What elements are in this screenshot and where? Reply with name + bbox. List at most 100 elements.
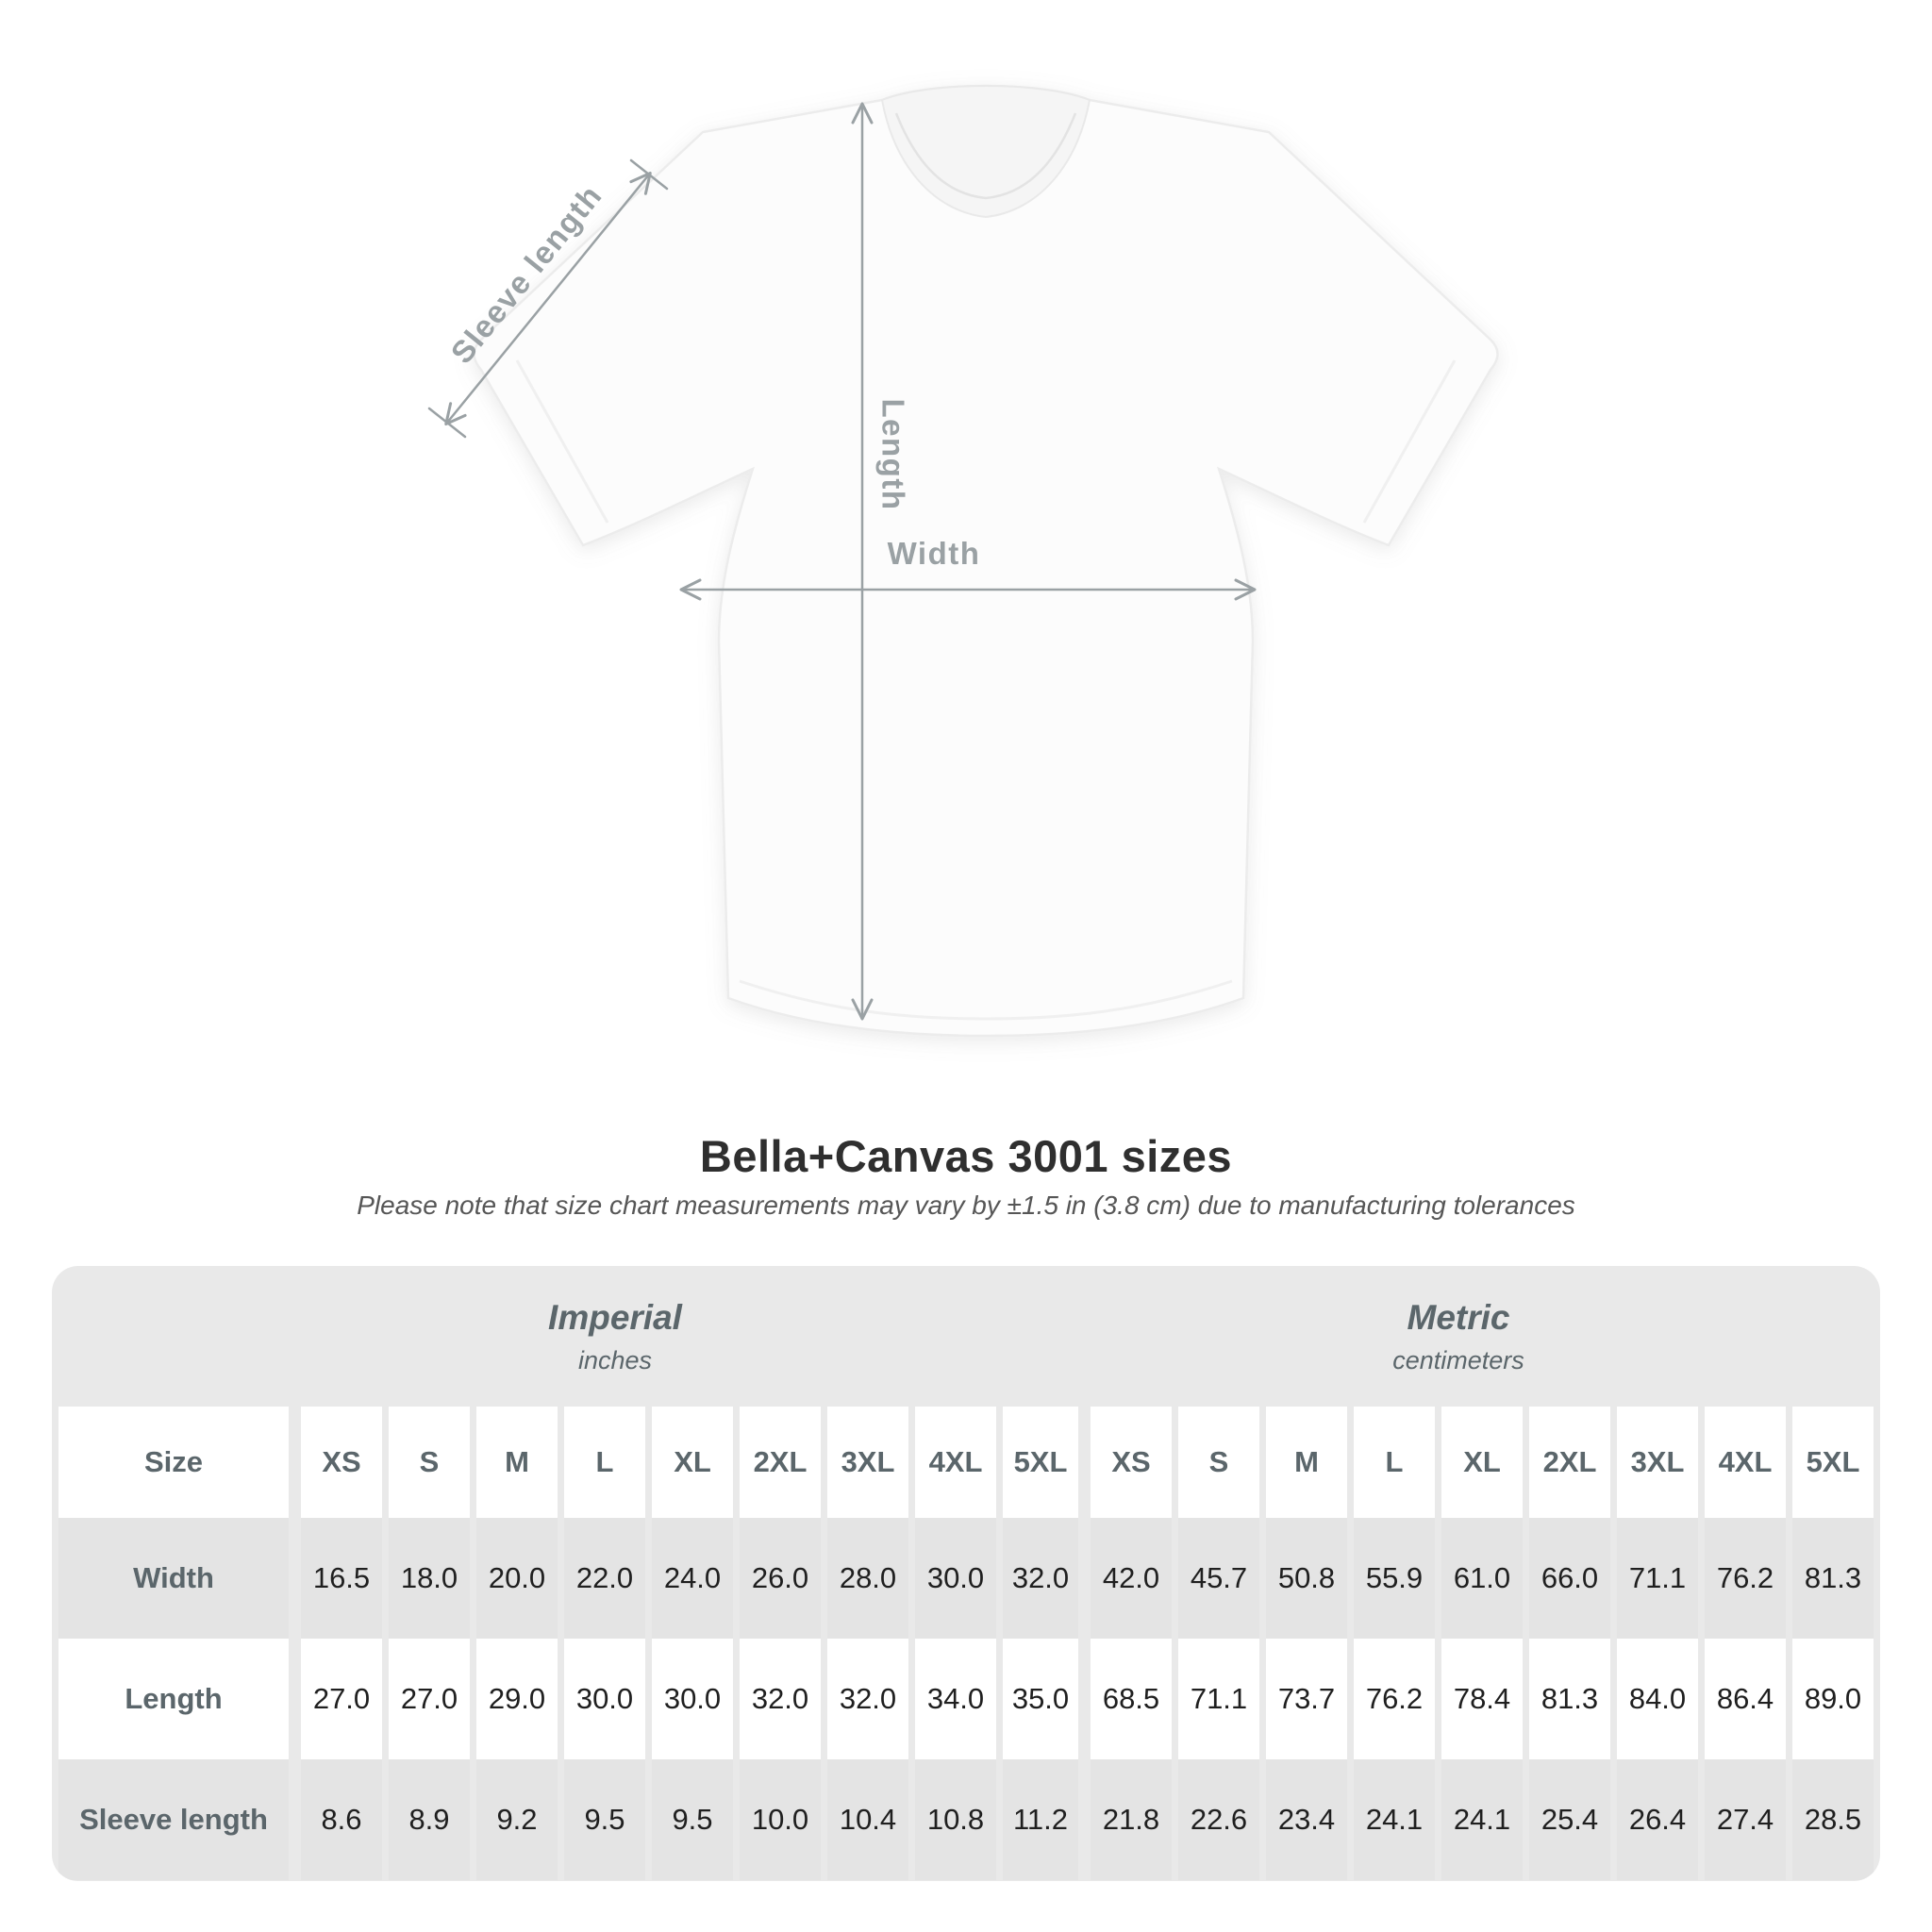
value-metric: 71.1 xyxy=(1617,1518,1698,1639)
tshirt-measurement-diagram: Sleeve length Length Width xyxy=(427,84,1499,1038)
value-imperial: 22.0 xyxy=(564,1518,645,1639)
sleeve-length-arrow xyxy=(444,171,652,426)
value-imperial: 16.5 xyxy=(301,1518,382,1639)
measurement-label: Length xyxy=(58,1639,294,1759)
tolerance-note: Please note that size chart measurements… xyxy=(357,1191,1575,1220)
unit-header-row: Imperial inches Metric centimeters xyxy=(52,1266,1880,1407)
imperial-unit: inches xyxy=(577,1345,653,1374)
value-imperial: 32.0 xyxy=(827,1639,908,1759)
value-imperial: 18.0 xyxy=(389,1518,470,1639)
value-imperial: 26.0 xyxy=(740,1518,821,1639)
value-metric: 21.8 xyxy=(1091,1759,1172,1880)
value-metric: 24.1 xyxy=(1354,1759,1435,1880)
collar-band-seam xyxy=(894,112,1077,200)
value-imperial: 27.0 xyxy=(389,1639,470,1759)
table-body: Size XS S M L XL 2XL 3XL 4XL 5XL XS S M L XL 2XL 3XL 4XL 5… xyxy=(58,1407,1874,1880)
value-imperial: 9.5 xyxy=(564,1759,645,1880)
value-imperial: 24.0 xyxy=(652,1518,733,1639)
unit-header-spacer xyxy=(52,1266,193,1407)
value-metric: 50.8 xyxy=(1266,1518,1347,1639)
size-column-label: Size xyxy=(58,1407,294,1518)
bottom-hem-seam xyxy=(739,979,1233,1021)
right-sleeve-hem-seam xyxy=(1362,359,1457,524)
value-imperial: 20.0 xyxy=(476,1518,558,1639)
tshirt-collar xyxy=(880,85,1091,219)
measurement-row-length: Length 27.0 27.0 29.0 30.0 30.0 32.0 32.0 34.0 35… xyxy=(58,1639,1874,1759)
size-header-imperial-xs: XS xyxy=(301,1407,382,1518)
value-metric: 68.5 xyxy=(1091,1639,1172,1759)
size-table: Size XS S M L XL 2XL 3XL 4XL 5XL XS S M L XL 2XL 3XL 4XL 5… xyxy=(52,1407,1880,1880)
value-metric: 76.2 xyxy=(1354,1639,1435,1759)
value-imperial: 8.6 xyxy=(301,1759,382,1880)
size-header-metric-l: L xyxy=(1354,1407,1435,1518)
value-metric: 73.7 xyxy=(1266,1639,1347,1759)
measurement-row-width: Width 16.5 18.0 20.0 22.0 24.0 26.0 28.0 30.0 32.… xyxy=(58,1518,1874,1639)
size-header-imperial-2xl: 2XL xyxy=(740,1407,821,1518)
value-imperial: 10.0 xyxy=(740,1759,821,1880)
value-imperial: 11.2 xyxy=(1003,1759,1084,1880)
value-metric: 42.0 xyxy=(1091,1518,1172,1639)
size-header-metric-xs: XS xyxy=(1091,1407,1172,1518)
size-header-metric-m: M xyxy=(1266,1407,1347,1518)
size-header-metric-s: S xyxy=(1178,1407,1259,1518)
value-metric: 81.3 xyxy=(1529,1639,1610,1759)
imperial-title: Imperial xyxy=(548,1297,682,1337)
value-metric: 89.0 xyxy=(1792,1639,1874,1759)
length-label: Length xyxy=(875,399,910,511)
value-metric: 22.6 xyxy=(1178,1759,1259,1880)
value-metric: 71.1 xyxy=(1178,1639,1259,1759)
tshirt-body xyxy=(473,84,1499,1038)
value-metric: 81.3 xyxy=(1792,1518,1874,1639)
size-header-metric-xl: XL xyxy=(1441,1407,1523,1518)
value-imperial: 10.8 xyxy=(915,1759,996,1880)
metric-unit: centimeters xyxy=(1392,1345,1524,1374)
value-imperial: 30.0 xyxy=(915,1518,996,1639)
tshirt-diagram-svg: Sleeve length Length Width xyxy=(427,84,1499,1038)
value-metric: 84.0 xyxy=(1617,1639,1698,1759)
value-metric: 28.5 xyxy=(1792,1759,1874,1880)
size-header-imperial-l: L xyxy=(564,1407,645,1518)
value-imperial: 30.0 xyxy=(652,1639,733,1759)
size-header-imperial-3xl: 3XL xyxy=(827,1407,908,1518)
size-header-imperial-4xl: 4XL xyxy=(915,1407,996,1518)
value-imperial: 27.0 xyxy=(301,1639,382,1759)
value-imperial: 9.5 xyxy=(652,1759,733,1880)
value-metric: 45.7 xyxy=(1178,1518,1259,1639)
size-header-metric-4xl: 4XL xyxy=(1705,1407,1786,1518)
value-imperial: 9.2 xyxy=(476,1759,558,1880)
value-metric: 27.4 xyxy=(1705,1759,1786,1880)
value-metric: 61.0 xyxy=(1441,1518,1523,1639)
value-metric: 76.2 xyxy=(1705,1518,1786,1639)
measurement-row-sleeve-length: Sleeve length 8.6 8.9 9.2 9.5 9.5 10.0 10.4 10.8… xyxy=(58,1759,1874,1880)
size-chart-card: Imperial inches Metric centimeters Size X… xyxy=(52,1266,1880,1881)
value-metric: 24.1 xyxy=(1441,1759,1523,1880)
value-imperial: 8.9 xyxy=(389,1759,470,1880)
size-header-imperial-m: M xyxy=(476,1407,558,1518)
value-metric: 78.4 xyxy=(1441,1639,1523,1759)
value-imperial: 29.0 xyxy=(476,1639,558,1759)
size-header-imperial-s: S xyxy=(389,1407,470,1518)
metric-title: Metric xyxy=(1407,1297,1510,1337)
size-header-metric-2xl: 2XL xyxy=(1529,1407,1610,1518)
value-metric: 25.4 xyxy=(1529,1759,1610,1880)
value-imperial: 10.4 xyxy=(827,1759,908,1880)
value-imperial: 35.0 xyxy=(1003,1639,1084,1759)
value-imperial: 34.0 xyxy=(915,1639,996,1759)
metric-header: Metric centimeters xyxy=(1037,1266,1880,1407)
imperial-header: Imperial inches xyxy=(193,1266,1037,1407)
size-header-metric-3xl: 3XL xyxy=(1617,1407,1698,1518)
size-header-metric-5xl: 5XL xyxy=(1792,1407,1874,1518)
page-title: Bella+Canvas 3001 sizes xyxy=(699,1131,1233,1181)
measurement-label: Sleeve length xyxy=(58,1759,294,1880)
value-metric: 66.0 xyxy=(1529,1518,1610,1639)
value-metric: 86.4 xyxy=(1705,1639,1786,1759)
measurement-label: Width xyxy=(58,1518,294,1639)
value-metric: 23.4 xyxy=(1266,1759,1347,1880)
size-header-imperial-5xl: 5XL xyxy=(1003,1407,1084,1518)
value-imperial: 30.0 xyxy=(564,1639,645,1759)
width-label: Width xyxy=(888,536,981,571)
value-metric: 55.9 xyxy=(1354,1518,1435,1639)
size-header-row: Size XS S M L XL 2XL 3XL 4XL 5XL XS S M L XL 2XL 3XL 4XL 5… xyxy=(58,1407,1874,1518)
size-header-imperial-xl: XL xyxy=(652,1407,733,1518)
value-imperial: 32.0 xyxy=(740,1639,821,1759)
